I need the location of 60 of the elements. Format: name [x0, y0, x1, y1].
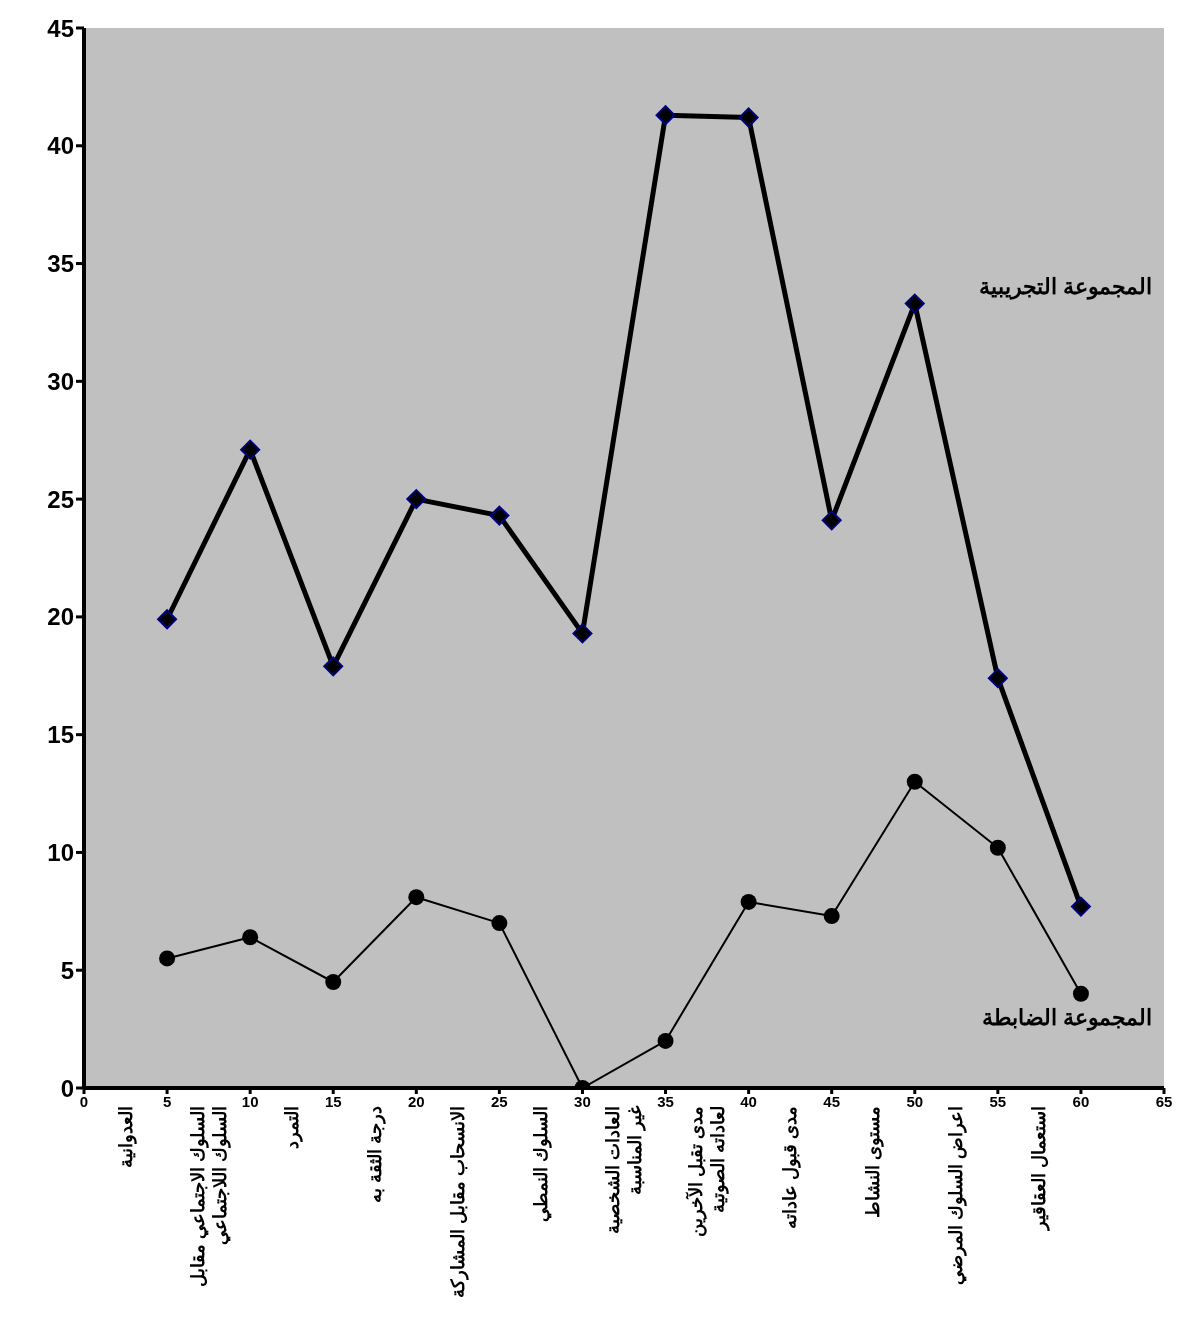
text: السلوك النمطي: [530, 1106, 552, 1223]
point: [823, 908, 840, 925]
text: مستوى النشاط: [863, 1106, 885, 1219]
x-tick-label: 35: [657, 1092, 674, 1110]
point: [325, 974, 342, 990]
point: [323, 656, 344, 677]
point: [821, 510, 842, 531]
x-tick-label: 15: [324, 1092, 342, 1110]
point: [159, 950, 176, 967]
text: السلوك الاجتماعي مقابل السلوك اللاجتماعي: [187, 1106, 231, 1288]
x-tick-label: 40: [740, 1092, 757, 1110]
y-tick-label: 5: [60, 956, 74, 984]
text: المجموعة التجريبية: [978, 273, 1152, 300]
x-tick-label: 10: [241, 1092, 259, 1110]
y-tick-label: 45: [47, 14, 74, 42]
point: [408, 889, 425, 906]
x-tick-label: 20: [407, 1092, 425, 1110]
text: استعمال العقاقير: [1029, 1106, 1051, 1233]
point: [904, 293, 925, 314]
point: [740, 893, 757, 910]
point: [989, 839, 1006, 856]
text: العدوانية: [115, 1106, 137, 1168]
x-tick-label: 0: [79, 1092, 89, 1110]
y-tick-label: 10: [47, 838, 74, 866]
point: [242, 929, 259, 946]
text: درجة الثقة به: [364, 1106, 386, 1204]
point: [906, 773, 923, 790]
text: التمرد: [281, 1106, 303, 1149]
point: [655, 105, 676, 126]
point: [406, 489, 427, 510]
series-label: المجموعة الضابطة: [981, 1005, 1152, 1032]
text: العادات الشخصية غير المناسبة: [603, 1105, 646, 1235]
x-tick-label: 50: [906, 1092, 924, 1110]
point: [489, 505, 510, 526]
point: [240, 439, 261, 460]
point: [1070, 896, 1091, 917]
point: [572, 623, 593, 644]
y-tick-label: 30: [47, 367, 74, 395]
y-tick-label: 35: [47, 250, 74, 278]
y-tick-label: 15: [47, 721, 74, 749]
y-tick-label: 25: [47, 485, 74, 513]
text: اعراض السلوك المرضي: [946, 1106, 968, 1286]
y-tick-label: 20: [47, 603, 74, 631]
x-tick-label: 65: [1155, 1092, 1173, 1110]
x-tick-label: 30: [574, 1092, 591, 1110]
x-tick-label: 45: [823, 1092, 841, 1110]
point: [1072, 985, 1089, 1002]
x-tick-label: 25: [491, 1092, 508, 1110]
y-tick-label: 40: [47, 132, 74, 160]
x-tick-label: 5: [162, 1092, 172, 1110]
text: مدى قبول عاداته: [780, 1106, 802, 1230]
text: مدى تقبل الآخرين لعاداته الصوتية: [685, 1106, 730, 1238]
point: [157, 609, 178, 630]
text: الانسحاب مقابل المشاركة: [447, 1106, 469, 1299]
x-tick-label: 60: [1072, 1092, 1090, 1110]
point: [987, 668, 1008, 689]
point: [657, 1032, 674, 1049]
point: [491, 915, 508, 932]
point: [738, 107, 759, 128]
x-tick-label: 55: [989, 1092, 1007, 1110]
